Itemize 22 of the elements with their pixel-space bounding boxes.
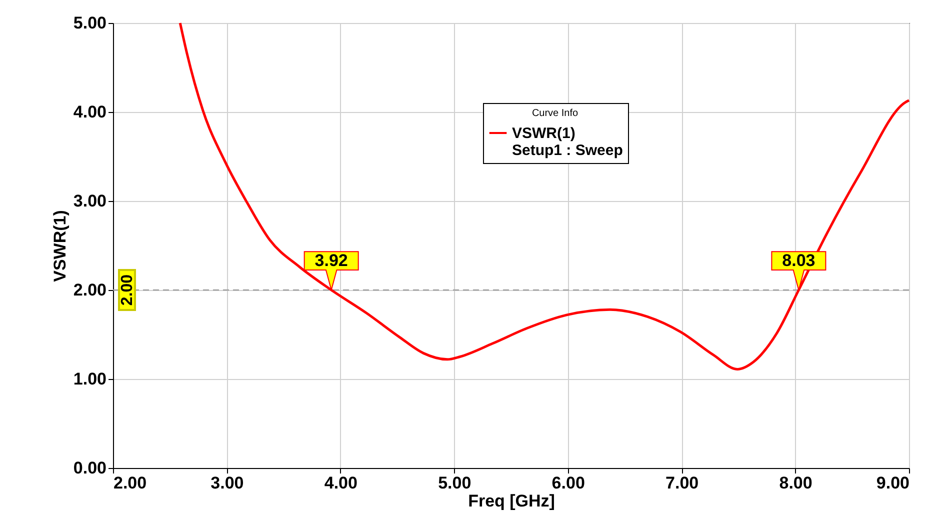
annotation: 3.92 (314, 251, 348, 270)
x-tick-label: 3.00 (210, 474, 244, 492)
x-tick-label: 5.00 (438, 474, 472, 492)
x-tick-label: 9.00 (876, 474, 910, 492)
x-tick-label: 4.00 (324, 474, 358, 492)
x-tick-label: 2.00 (114, 474, 147, 492)
y-tick-label: 2.00 (73, 280, 106, 300)
y-tick-label: 5.00 (73, 14, 106, 32)
y-axis-title: VSWR(1) (50, 210, 70, 282)
x-tick-label: 8.00 (779, 474, 812, 492)
x-axis-title: Freq [GHz] (468, 492, 555, 510)
y-tick-label: 1.00 (73, 370, 106, 388)
y-tick-label: 4.00 (73, 102, 106, 122)
y-tick-label: 0.00 (73, 458, 106, 478)
x-tick-label: 7.00 (666, 474, 699, 492)
legend-title: Curve Info (532, 108, 578, 119)
x-tick-label: 6.00 (552, 474, 585, 492)
ref-line-label: 2.00 (119, 274, 136, 306)
annotation: 8.03 (782, 251, 816, 270)
y-tick-label: 3.00 (73, 192, 106, 210)
legend-label: VSWR(1) Setup1 : Sweep (512, 125, 623, 159)
line-series (178, 22, 910, 370)
